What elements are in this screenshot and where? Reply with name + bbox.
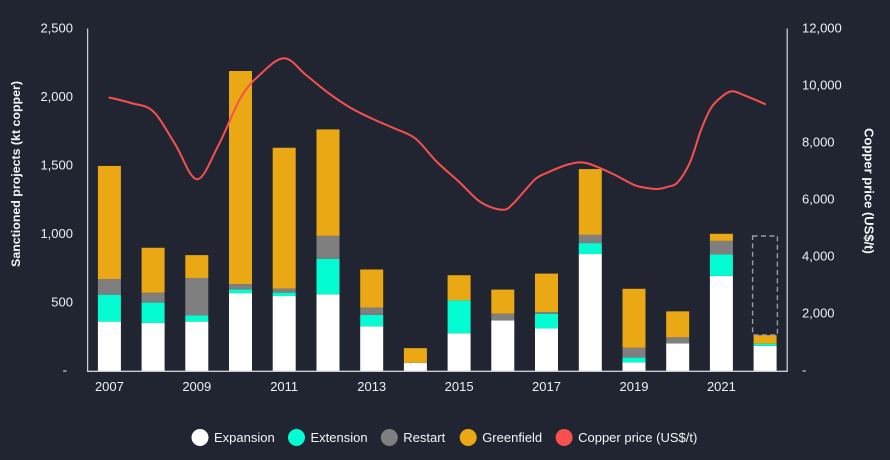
svg-text:2011: 2011: [270, 379, 298, 394]
svg-text:2015: 2015: [445, 379, 474, 394]
svg-text:8,000: 8,000: [802, 135, 835, 150]
svg-text:2009: 2009: [182, 379, 211, 394]
svg-text:-: -: [802, 363, 806, 378]
svg-text:1,000: 1,000: [40, 226, 73, 241]
svg-text:Copper price (US$/t): Copper price (US$/t): [862, 128, 877, 254]
svg-text:2021: 2021: [707, 379, 736, 394]
svg-text:6,000: 6,000: [802, 192, 835, 207]
svg-text:2013: 2013: [357, 379, 386, 394]
svg-text:Copper price (US$/t): Copper price (US$/t): [578, 430, 697, 445]
svg-text:2,000: 2,000: [802, 306, 835, 321]
svg-text:12,000: 12,000: [802, 21, 842, 36]
svg-text:Restart: Restart: [403, 430, 445, 445]
svg-text:Extension: Extension: [311, 430, 368, 445]
svg-text:1,500: 1,500: [40, 158, 73, 173]
svg-text:Sanctioned projects (kt copper: Sanctioned projects (kt copper): [9, 81, 23, 267]
svg-text:-: -: [63, 363, 67, 378]
svg-text:10,000: 10,000: [802, 78, 842, 93]
svg-text:2,000: 2,000: [40, 89, 73, 104]
svg-text:2,500: 2,500: [40, 21, 73, 36]
svg-text:2017: 2017: [532, 379, 561, 394]
svg-text:4,000: 4,000: [802, 249, 835, 264]
svg-text:Expansion: Expansion: [214, 430, 275, 445]
svg-text:2007: 2007: [95, 379, 124, 394]
svg-text:500: 500: [51, 294, 73, 309]
svg-text:Greenfield: Greenfield: [482, 430, 542, 445]
svg-text:2019: 2019: [620, 379, 649, 394]
